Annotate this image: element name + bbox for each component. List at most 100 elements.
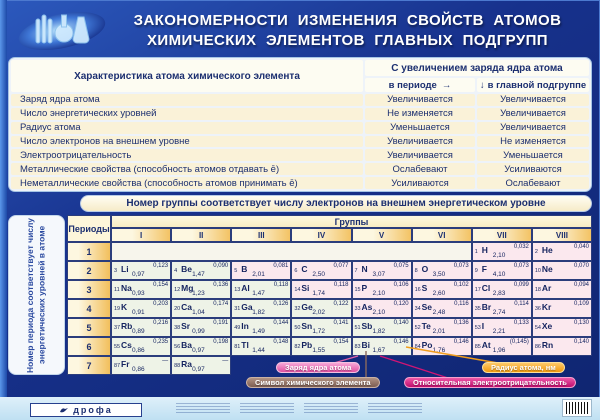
radius-value: 0,174 — [213, 301, 229, 307]
en-value: 0,97 — [132, 271, 145, 278]
en-value: 0,99 — [192, 328, 205, 335]
periodic-table: Периоды Группы I II III IV V VI VII VIII… — [67, 215, 592, 375]
atomic-number: 36 — [534, 306, 541, 312]
barcode-bars — [566, 402, 588, 414]
element-cell-Ga: 31 Ga 0,126 1,82 — [231, 299, 292, 318]
en-value: 1,23 — [192, 290, 205, 297]
period-number: 2 — [67, 261, 111, 280]
element-cell-Sn: 50 Sn 0,141 1,72 — [291, 318, 352, 337]
element-symbol: Fr — [121, 359, 130, 369]
property-period-value: Увеличивается — [365, 94, 475, 106]
atomic-number: 84 — [414, 344, 421, 350]
radius-value: 0,081 — [273, 263, 289, 269]
element-cell-N: 7 N 0,075 3,07 — [351, 261, 412, 280]
element-symbol: Rn — [541, 340, 554, 350]
atomic-number: 10 — [534, 268, 541, 274]
radius-value: 0,106 — [393, 282, 409, 288]
element-symbol: Na — [121, 283, 132, 293]
radius-value: 0,154 — [153, 282, 169, 288]
radius-value: 0,075 — [393, 263, 409, 269]
en-value: 3,50 — [432, 271, 446, 278]
element-symbol: P — [361, 283, 368, 293]
atomic-number: 49 — [234, 325, 241, 331]
property-name: Неметаллические свойства (способность ат… — [11, 177, 363, 189]
period-number: 1 — [67, 242, 111, 261]
radius-value: 0,040 — [573, 244, 589, 250]
radius-value: 0,122 — [333, 301, 349, 307]
en-value: 1,55 — [312, 347, 326, 354]
element-symbol: Rb — [121, 321, 133, 331]
element-cell-P: 15 P 0,106 2,10 — [351, 280, 412, 299]
property-subgroup-value: Ослабевают — [477, 177, 589, 189]
group-label-VIII: VIII — [531, 228, 592, 242]
left-spine-decoration — [0, 0, 7, 420]
element-symbol: Ga — [241, 302, 253, 312]
element-symbol: F — [481, 264, 487, 274]
atomic-number: 12 — [174, 287, 181, 293]
en-value: 1,47 — [252, 290, 265, 297]
element-symbol: Xe — [541, 321, 553, 331]
property-subgroup-value: Увеличивается — [477, 107, 589, 120]
property-subgroup-value: Усиливаются — [477, 163, 589, 176]
element-cell-Na: 11 Na 0,154 0,93 — [111, 280, 172, 299]
atomic-number: 54 — [534, 325, 541, 331]
element-cell-Rn: 86 Rn 0,140 — [531, 337, 592, 356]
radius-value: 0,118 — [273, 282, 289, 288]
element-cell-H: 1 H 0,032 2,10 — [471, 242, 532, 261]
atomic-number: 51 — [354, 325, 361, 331]
element-symbol: Tl — [241, 340, 249, 350]
fine-print-block — [240, 403, 294, 414]
element-symbol: Se — [421, 302, 433, 312]
atomic-number: 9 — [474, 268, 478, 274]
atomic-number: 35 — [474, 306, 481, 312]
element-cell-Li: 3 Li 0,123 0,97 — [111, 261, 172, 280]
radius-value: 0,146 — [453, 339, 469, 345]
en-value: 2,01 — [252, 271, 265, 278]
header-increase-charge: С увеличением заряда ядра атома — [365, 60, 589, 76]
en-value: 0,97 — [192, 347, 205, 354]
radius-value: 0,102 — [453, 282, 469, 288]
en-value: 4,10 — [492, 271, 506, 278]
en-value: 1,49 — [252, 328, 265, 335]
radius-value: 0,133 — [513, 320, 529, 326]
element-symbol: N — [361, 264, 368, 274]
en-value: 2,48 — [432, 309, 446, 316]
element-symbol: Cl — [481, 283, 491, 293]
element-symbol: Sr — [181, 321, 191, 331]
radius-value: 0,136 — [213, 282, 229, 288]
radius-value: 0,148 — [273, 339, 289, 345]
element-cell-Sr: 38 Sr 0,191 0,99 — [171, 318, 232, 337]
element-cell-At: 85 At (0,145) 1,96 — [471, 337, 532, 356]
element-cell-Xe: 54 Xe 0,130 — [531, 318, 592, 337]
down-arrow-icon: ↓ — [479, 79, 485, 91]
header-in-subgroup: ↓ в главной подгруппе — [477, 78, 589, 92]
radius-value: 0,032 — [513, 244, 529, 250]
legend-electronegativity-badge: Относительная электроотрицательность — [404, 377, 576, 388]
property-name: Радиус атома — [11, 121, 363, 134]
element-symbol: Po — [421, 340, 433, 350]
group-number-banner: Номер группы соответствует числу электро… — [80, 195, 592, 212]
element-symbol: C — [301, 264, 308, 274]
property-subgroup-value: Уменьшается — [477, 149, 589, 162]
legend-radius-badge: Радиус атома, нм — [482, 362, 565, 373]
element-symbol: Ar — [541, 283, 552, 293]
radius-value: 0,136 — [453, 320, 469, 326]
header-in-period: в периоде → — [365, 78, 475, 92]
atomic-number: 1 — [474, 249, 478, 255]
element-cell-In: 49 In 0,144 1,49 — [231, 318, 292, 337]
element-symbol: S — [421, 283, 428, 293]
chemistry-glassware-logo — [18, 12, 106, 50]
en-value: 2,02 — [312, 309, 326, 316]
period-side-note: Номер периода соответствует числу энерге… — [8, 215, 65, 375]
element-cell-Kr: 36 Kr 0,109 — [531, 299, 592, 318]
element-symbol: In — [241, 321, 249, 331]
atomic-number: 31 — [234, 306, 241, 312]
element-symbol: B — [241, 264, 248, 274]
atomic-number: 8 — [414, 268, 418, 274]
poster-title: ЗАКОНОМЕРНОСТИ ИЗМЕНЕНИЯ СВОЙСТВ АТОМОВ … — [105, 11, 590, 50]
en-value: 2,10 — [372, 290, 386, 297]
atomic-number: 52 — [414, 325, 421, 331]
element-symbol: Kr — [541, 302, 552, 312]
element-cell-Si: 14 Si 0,118 1,74 — [291, 280, 352, 299]
